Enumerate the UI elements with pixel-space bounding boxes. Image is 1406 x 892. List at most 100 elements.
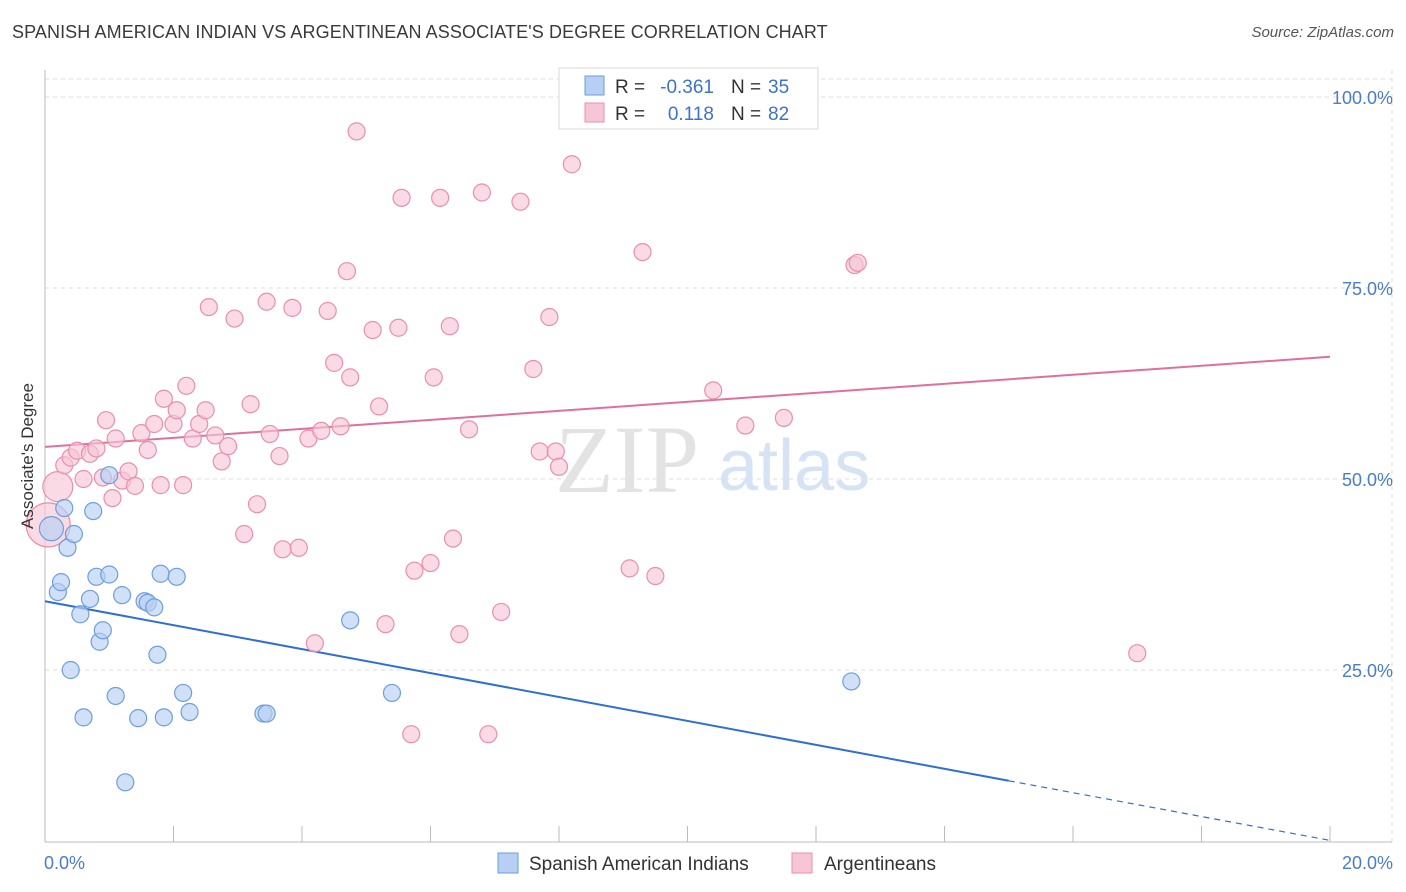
argentineans-point-37	[270, 446, 289, 466]
series-legend: Spanish American Indians Argentineans	[497, 852, 936, 875]
y-tick-label-75: 75.0%	[1342, 279, 1393, 299]
x-tick-label-max: 20.0%	[1342, 853, 1393, 873]
spanish-american-indians-point-3	[55, 498, 74, 518]
y-tick-label-100: 100.0%	[1332, 88, 1393, 108]
argentineans-point-60	[440, 317, 459, 336]
spanish-american-indians-point-28	[180, 702, 199, 722]
series-legend-label-blue: Spanish American Indians	[529, 854, 749, 875]
spanish-american-indians-point-25	[154, 708, 173, 727]
argentineans-point-17	[145, 414, 164, 434]
argentineans-point-67	[511, 192, 530, 211]
stats-legend-n-value-pink: 82	[768, 104, 789, 125]
argentineans-point-82	[1128, 644, 1147, 663]
series-legend-swatch-blue	[497, 852, 519, 874]
argentineans-point-45	[325, 353, 344, 372]
argentineans-point-10	[103, 489, 122, 508]
argentineans-point-29	[212, 452, 231, 471]
argentineans-point-58	[424, 368, 443, 387]
argentineans-point-42	[305, 634, 324, 653]
spanish-american-indians-point-31	[341, 611, 360, 630]
argentineans-point-72	[549, 457, 569, 476]
argentineans-point-49	[347, 122, 366, 141]
stats-legend-n-value-blue: 35	[768, 77, 789, 98]
argentineans-point-27	[199, 298, 218, 317]
series-legend-label-pink: Argentineans	[824, 854, 936, 875]
y-axis-title: Associate's Degree	[18, 383, 37, 529]
y-tick-label-50: 50.0%	[1342, 470, 1393, 490]
argentineans-point-35	[257, 292, 276, 311]
spanish-american-indians-point-27	[174, 683, 193, 703]
argentineans-point-43	[312, 421, 331, 440]
spanish-american-indians-point-10	[84, 501, 103, 521]
argentineans-point-33	[241, 395, 260, 414]
spanish-american-indians-point-23	[148, 645, 167, 664]
argentineans-point-75	[633, 242, 652, 262]
argentineans-point-34	[247, 495, 267, 514]
argentineans-point-74	[620, 559, 639, 578]
argentineans-point-52	[376, 615, 395, 634]
argentineans-point-69	[530, 442, 549, 461]
spanish-american-indians-point-32	[382, 683, 402, 703]
argentineans-point-11	[106, 429, 125, 448]
argentineans-point-73	[562, 155, 581, 174]
chart-title: SPANISH AMERICAN INDIAN VS ARGENTINEAN A…	[12, 22, 828, 42]
argentineans-point-81	[848, 253, 867, 272]
argentineans-point-78	[736, 416, 755, 435]
argentineans-point-46	[331, 417, 350, 436]
axes	[44, 70, 1392, 843]
stats-legend: R = -0.361 N = 35 R = 0.118 N = 82	[558, 67, 819, 130]
argentineans-point-62	[450, 624, 469, 644]
argentineans-point-7	[87, 439, 106, 458]
spanish-american-indians-point-18	[116, 773, 135, 792]
spanish-american-indians-point-6	[61, 660, 80, 680]
spanish-american-indians-point-5	[64, 524, 84, 544]
argentineans-point-38	[273, 540, 292, 559]
argentineans-point-68	[524, 359, 543, 379]
argentineans-point-59	[431, 188, 450, 207]
stats-legend-swatch-blue	[584, 75, 605, 96]
argentineans-point-47	[337, 262, 357, 281]
argentineans-point-61	[443, 529, 463, 548]
argentineans-point-23	[177, 376, 196, 395]
argentineans-point-18	[151, 476, 170, 495]
argentineans-point-65	[479, 725, 498, 744]
spanish-american-indians-point-17	[112, 586, 132, 605]
argentineans-point-36	[260, 424, 279, 444]
argentineans-point-5	[74, 469, 93, 489]
stats-legend-swatch-pink	[584, 102, 605, 123]
spanish-american-indians-point-22	[145, 598, 164, 617]
spanish-american-indians-point-0	[38, 516, 65, 542]
argentineans-point-22	[174, 476, 193, 495]
spanish-american-indians-point-19	[129, 709, 148, 728]
stats-legend-r-value-blue: -0.361	[660, 77, 714, 98]
argentineans-point-71	[546, 442, 565, 461]
stats-legend-r-value-pink: 0.118	[668, 104, 714, 125]
stats-legend-n-label-pink: N =	[731, 104, 761, 125]
spanish-american-indians-point-16	[106, 686, 125, 706]
argentineans-point-64	[472, 183, 491, 202]
argentineans-point-40	[289, 538, 308, 557]
spanish-american-indians-point-15	[100, 565, 119, 584]
argentineans-point-26	[196, 401, 215, 420]
spanish-american-indians-point-7	[71, 605, 90, 624]
x-tick-label-min: 0.0%	[44, 853, 85, 873]
spanish-american-indians-point-24	[151, 564, 170, 583]
spanish-american-indians-point-30	[257, 704, 276, 723]
trend-line-spanish-american-indians-extrapolated	[1008, 780, 1331, 841]
spanish-american-indians-points	[38, 466, 861, 792]
tick-labels: 25.0% 50.0% 75.0% 100.0% 0.0% 20.0%	[44, 88, 1393, 873]
watermark-zip: ZIP	[555, 406, 699, 513]
argentineans-point-39	[283, 298, 302, 317]
argentineans-point-14	[125, 476, 145, 495]
argentineans-point-54	[392, 188, 411, 207]
argentineans-point-76	[646, 566, 665, 586]
argentineans-point-51	[370, 397, 389, 416]
trend-line-spanish-american-indians	[44, 600, 1009, 782]
spanish-american-indians-point-9	[80, 589, 100, 609]
argentineans-point-79	[774, 408, 793, 427]
argentineans-point-77	[704, 381, 723, 400]
argentineans-point-31	[225, 309, 244, 328]
spanish-american-indians-point-13	[93, 621, 112, 640]
watermark-atlas: atlas	[718, 426, 870, 506]
